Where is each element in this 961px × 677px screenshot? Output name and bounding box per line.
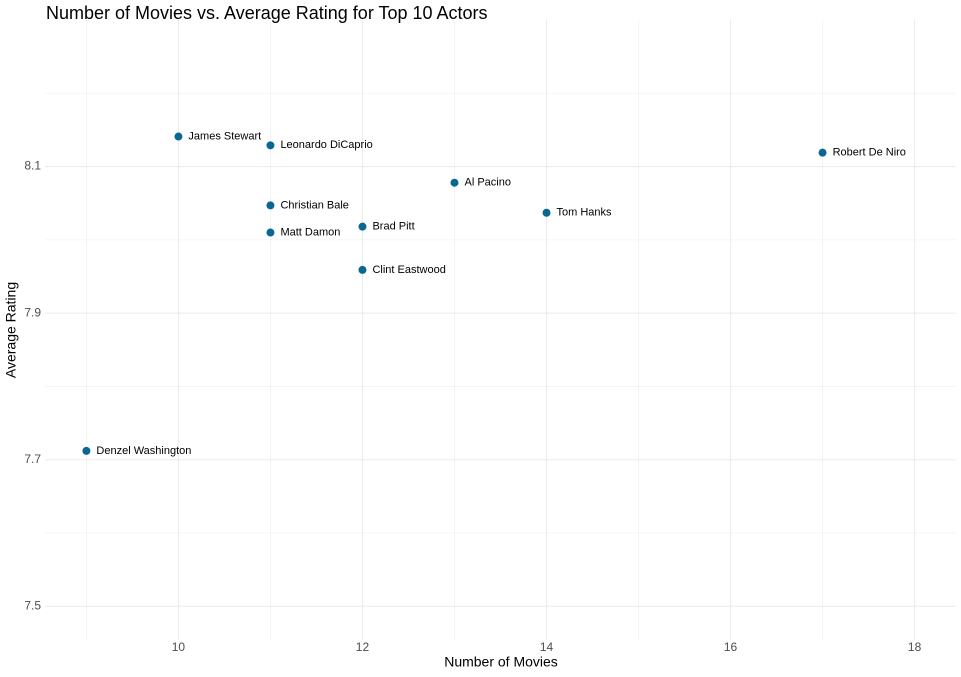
point [266,201,275,210]
y-tick-label: 7.9 [24,305,41,319]
point-label: Clint Eastwood [372,264,445,276]
x-tick-label: 12 [356,640,370,654]
point [82,446,91,455]
point [266,228,275,237]
y-tick-label: 8.1 [24,159,41,173]
point-label: Denzel Washington [96,445,191,457]
point [542,208,551,217]
point [450,178,459,187]
x-tick-label: 10 [172,640,186,654]
point-label: James Stewart [188,130,261,142]
x-tick-label: 16 [724,640,738,654]
point-label: Tom Hanks [557,207,613,219]
y-axis-title: Average Rating [3,282,19,378]
point [266,141,275,150]
point-label: Matt Damon [280,226,340,238]
point [358,265,367,274]
point-label: Robert De Niro [833,147,906,159]
point-label: Al Pacino [464,177,510,189]
y-tick-label: 7.7 [24,452,41,466]
point-label: Brad Pitt [372,221,414,233]
point-label: Christian Bale [280,199,348,211]
chart-title: Number of Movies vs. Average Rating for … [46,3,488,23]
x-tick-label: 18 [908,640,922,654]
point [358,222,367,231]
point-label: Leonardo DiCaprio [280,139,372,151]
point [174,132,183,141]
y-tick-label: 7.5 [24,598,41,612]
x-axis-title: Number of Movies [444,654,558,670]
point [818,148,827,157]
x-tick-label: 14 [540,640,554,654]
